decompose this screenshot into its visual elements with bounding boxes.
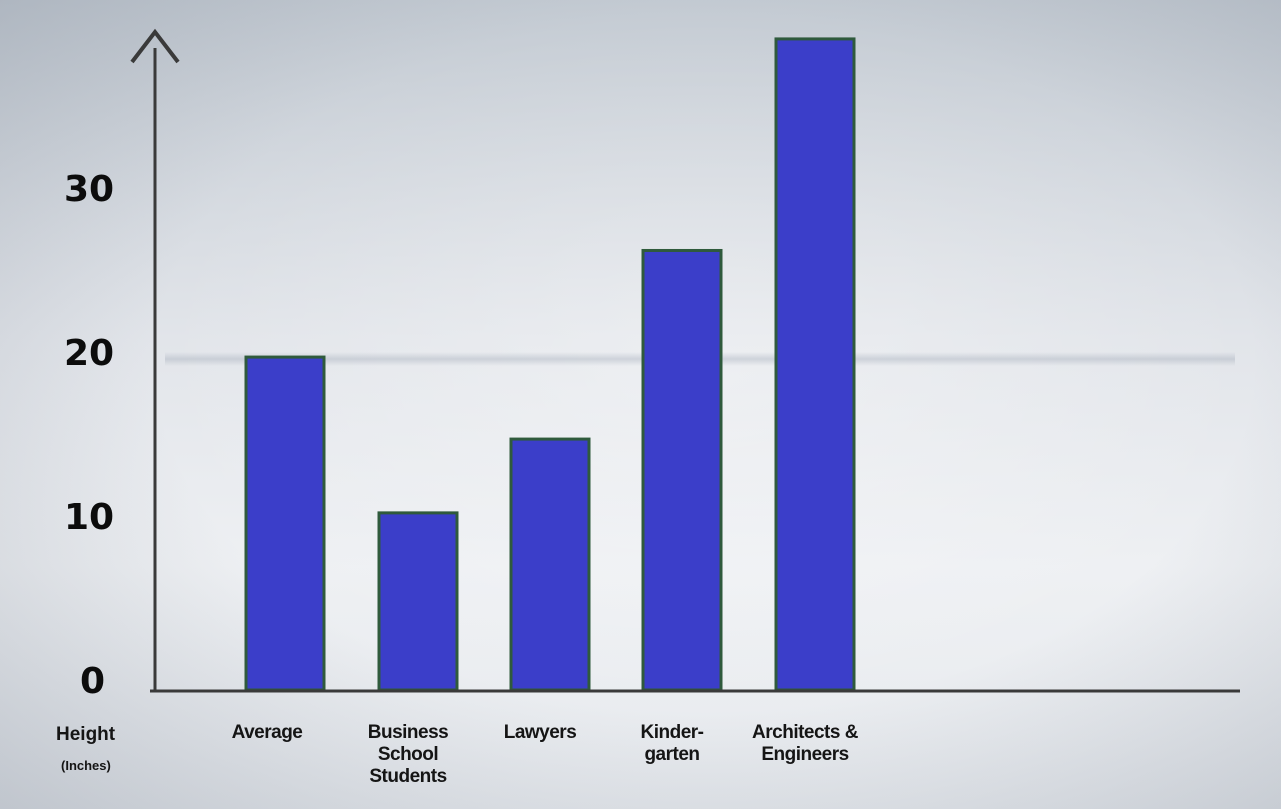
y-axis-label-main: Height	[56, 724, 116, 745]
x-category-label-1: Business School Students	[368, 722, 448, 787]
x-category-label-2: Lawyers	[504, 722, 577, 743]
x-category-label-3: Kinder-garten	[641, 722, 704, 765]
y-axis-label-unit: (Inches)	[61, 758, 111, 773]
bar-4	[774, 37, 856, 692]
bars-layer	[244, 37, 856, 692]
y-tick-label-30: 30	[64, 169, 114, 210]
y-tick-label-0: 0	[80, 661, 105, 702]
x-category-label-0: Average	[232, 722, 303, 743]
bar-2	[509, 437, 591, 692]
x-category-label-4: Architects & Engineers	[752, 722, 859, 765]
bar-3	[641, 248, 723, 692]
y-tick-labels: 0 10 20 30	[64, 169, 114, 702]
axes-layer	[130, 28, 1240, 693]
y-tick-label-10: 10	[64, 497, 114, 538]
x-category-labels: Average Business School Students Lawyers Kind…	[232, 722, 860, 787]
y-tick-label-20: 20	[64, 333, 114, 374]
bar-0	[244, 355, 326, 692]
y-axis-arrowhead	[130, 28, 180, 64]
y-axis-label: Height (Inches)	[56, 724, 116, 773]
bar-1	[377, 511, 459, 692]
